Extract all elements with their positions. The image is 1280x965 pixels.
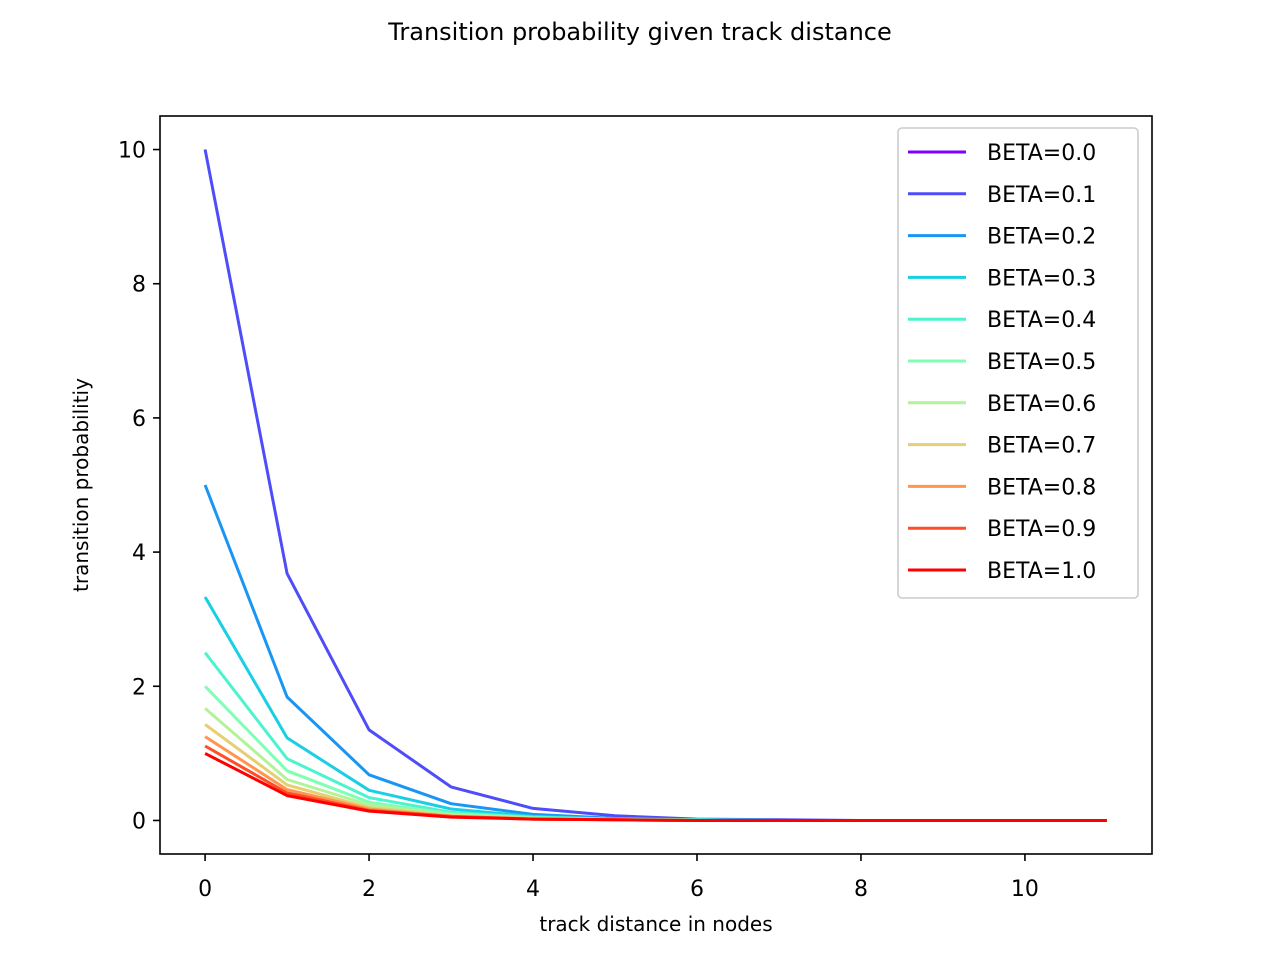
x-tick-label: 10 — [1011, 877, 1039, 902]
legend-label: BETA=0.7 — [987, 434, 1096, 459]
y-tick-label: 6 — [132, 407, 146, 432]
series-line-beta-1-0 — [204, 752, 1107, 822]
legend-label: BETA=0.3 — [987, 266, 1096, 291]
x-axis: 0 2 4 6 8 10 — [198, 854, 1039, 902]
x-tick-label: 2 — [362, 877, 376, 902]
legend-label: BETA=0.2 — [987, 225, 1096, 250]
x-axis-label: track distance in nodes — [539, 912, 772, 936]
legend-label: BETA=0.8 — [987, 475, 1096, 500]
y-tick-label: 10 — [118, 139, 146, 164]
legend-label: BETA=0.1 — [987, 183, 1096, 208]
y-tick-label: 2 — [132, 675, 146, 700]
legend-label: BETA=1.0 — [987, 559, 1096, 584]
plot-frame — [159, 115, 1153, 855]
y-tick-label: 0 — [132, 809, 146, 834]
x-tick-label: 8 — [854, 877, 868, 902]
y-axis-label: transition probabilitiy — [69, 378, 93, 592]
x-tick-label: 4 — [526, 877, 540, 902]
y-tick-label: 4 — [132, 541, 146, 566]
legend-label: BETA=0.4 — [987, 308, 1096, 333]
chart-title: Transition probability given track dista… — [387, 18, 891, 46]
x-tick-label: 6 — [690, 877, 704, 902]
legend-label: BETA=0.5 — [987, 350, 1096, 375]
legend-label: BETA=0.0 — [987, 141, 1096, 166]
legend: BETA=0.0 BETA=0.1 BETA=0.2 BETA=0.3 BETA=0.4… — [897, 127, 1139, 599]
x-tick-label: 0 — [198, 877, 212, 902]
series-layer — [203, 149, 1107, 822]
legend-label: BETA=0.6 — [987, 392, 1096, 417]
y-tick-label: 8 — [132, 273, 146, 298]
legend-box — [897, 127, 1139, 599]
legend-label: BETA=0.9 — [987, 517, 1096, 542]
y-axis: 0 2 4 6 8 10 — [118, 139, 160, 834]
